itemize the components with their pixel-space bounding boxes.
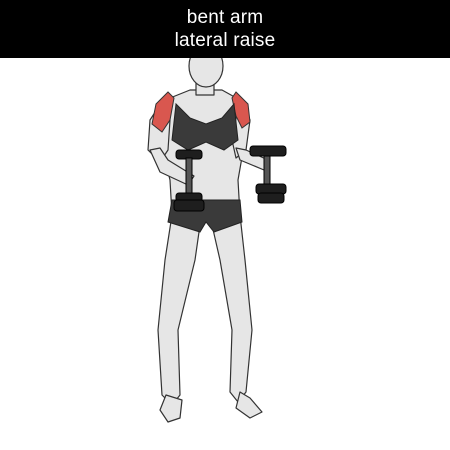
left-forearm-icon <box>149 147 195 186</box>
right-leg-icon <box>211 214 253 403</box>
right-deltoid-icon <box>231 91 251 129</box>
exercise-title-line-1: bent arm <box>186 7 264 28</box>
left-foot-icon <box>159 394 183 423</box>
right-foot-icon <box>235 391 263 419</box>
right-dumbbell-icon <box>249 145 287 204</box>
sports-bra-icon <box>171 102 239 151</box>
left-dumbbell-icon <box>173 149 205 212</box>
exercise-title-line-2: lateral raise <box>174 30 276 51</box>
left-leg-icon <box>157 214 201 406</box>
left-deltoid-icon <box>151 91 175 133</box>
title-banner: bent arm lateral raise <box>0 0 450 58</box>
